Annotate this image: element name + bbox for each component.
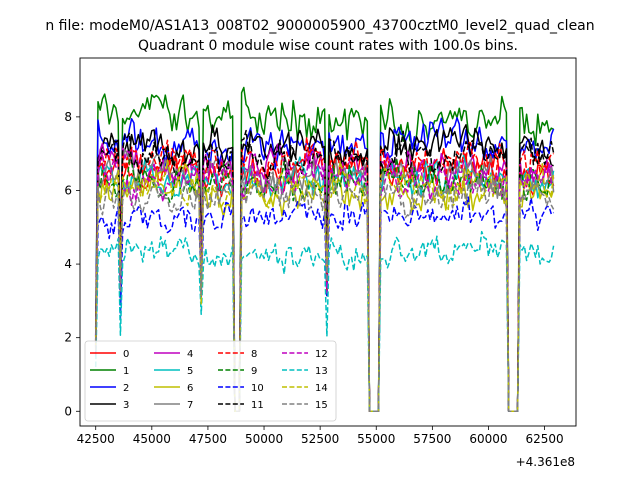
y-tick-label: 4 [64, 257, 72, 271]
y-tick-label: 0 [64, 404, 72, 418]
legend-label-13: 13 [315, 366, 328, 377]
chart-title: Quadrant 0 module wise count rates with … [138, 38, 518, 54]
y-axis: 0 2 4 6 8 [64, 110, 80, 418]
legend-label-8: 8 [251, 349, 257, 360]
x-tick-label: 60000 [469, 432, 507, 446]
series-line-12 [94, 151, 555, 413]
x-tick-label: 55000 [357, 432, 395, 446]
legend-label-15: 15 [315, 400, 328, 411]
series-line-11 [94, 129, 555, 413]
legend-label-5: 5 [187, 366, 193, 377]
x-tick-label: 50000 [245, 432, 283, 446]
series-line-3 [94, 124, 554, 413]
plot-frame [79, 57, 577, 427]
y-tick-label: 6 [64, 183, 72, 197]
x-tick-label: 45000 [133, 432, 171, 446]
x-tick-label: 47500 [189, 432, 227, 446]
legend-label-4: 4 [187, 349, 193, 360]
y-tick-label: 8 [64, 110, 72, 124]
legend-label-1: 1 [123, 366, 129, 377]
series-line-1 [94, 86, 554, 413]
x-tick-label: 57500 [413, 432, 451, 446]
legend-frame [84, 340, 337, 422]
series-layer [94, 86, 555, 413]
series-line-13 [94, 230, 555, 413]
legend-label-10: 10 [251, 383, 264, 394]
legend-label-14: 14 [315, 383, 328, 394]
x-axis-offset-label: +4.361e8 [516, 455, 575, 469]
legend-label-12: 12 [315, 349, 328, 360]
legend-label-3: 3 [123, 400, 129, 411]
plot-area [79, 57, 577, 427]
legend-label-9: 9 [251, 366, 257, 377]
series-line-14 [94, 159, 555, 413]
x-tick-label: 42500 [77, 432, 115, 446]
x-axis: 42500 45000 47500 50000 52500 55000 57500 60000… [77, 426, 564, 446]
x-tick-label: 62500 [525, 432, 563, 446]
legend-label-2: 2 [123, 383, 129, 394]
legend-label-6: 6 [187, 383, 193, 394]
series-line-8 [94, 136, 554, 413]
legend-label-7: 7 [187, 400, 193, 411]
series-line-15 [94, 171, 555, 413]
x-tick-label: 52500 [301, 432, 339, 446]
legend-label-0: 0 [123, 349, 129, 360]
legend-label-11: 11 [251, 400, 264, 411]
figure-suptitle: n file: modeM0/AS1A13_008T02_9000005900_… [45, 18, 594, 34]
y-tick-label: 2 [64, 331, 72, 345]
